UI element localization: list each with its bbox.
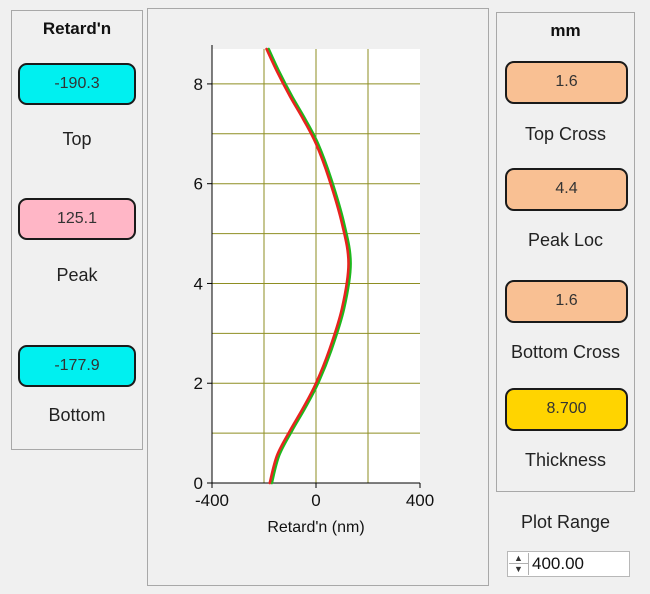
retardation-panel: Retard'n -190.3 Top 125.1 Peak -177.9 Bo… — [11, 10, 143, 450]
peak-retardation-label: Peak — [56, 265, 98, 285]
y-tick-label: 0 — [194, 474, 203, 493]
position-panel: mm 1.6 Top Cross 4.4 Peak Loc 1.6 Bottom… — [496, 12, 635, 492]
spinner-down-icon[interactable]: ▼ — [514, 564, 523, 574]
top-cross-label: Top Cross — [524, 124, 607, 144]
y-tick-label: 2 — [194, 374, 203, 393]
thickness-value: 8.700 — [505, 388, 628, 431]
retardation-series-line — [267, 47, 352, 485]
top-cross-value: 1.6 — [505, 61, 628, 104]
peak-retardation-value: 125.1 — [18, 198, 136, 240]
position-panel-title: mm — [550, 21, 581, 40]
retardation-panel-title: Retard'n — [42, 19, 112, 38]
peak-loc-value: 4.4 — [505, 168, 628, 211]
x-axis-label: Retard'n (nm) — [267, 519, 364, 536]
bottom-cross-label: Bottom Cross — [510, 342, 621, 362]
plot-range-input[interactable] — [532, 554, 626, 574]
y-tick-label: 8 — [194, 75, 203, 94]
x-tick-label: 400 — [406, 491, 434, 510]
x-tick-label: 0 — [311, 491, 320, 510]
bottom-retardation-label: Bottom — [48, 405, 106, 425]
plot-range-spinner[interactable]: ▲ ▼ — [509, 553, 529, 575]
retardation-chart-panel: 0 2 4 6 8 -400 0 400 Retard'n (nm) — [147, 8, 489, 586]
y-tick-label: 4 — [194, 274, 203, 293]
thickness-label: Thickness — [524, 450, 607, 470]
top-retardation-value: -190.3 — [18, 63, 136, 105]
spinner-up-icon[interactable]: ▲ — [509, 553, 528, 564]
y-tick-label: 6 — [194, 175, 203, 194]
peak-loc-label: Peak Loc — [527, 230, 604, 250]
plot-range-control: ▲ ▼ — [507, 551, 630, 577]
bottom-cross-value: 1.6 — [505, 280, 628, 323]
retardation-series-line — [265, 47, 350, 485]
plot-range-label: Plot Range — [520, 512, 611, 532]
top-retardation-label: Top — [62, 129, 92, 149]
x-tick-label: -400 — [195, 491, 229, 510]
bottom-retardation-value: -177.9 — [18, 345, 136, 387]
